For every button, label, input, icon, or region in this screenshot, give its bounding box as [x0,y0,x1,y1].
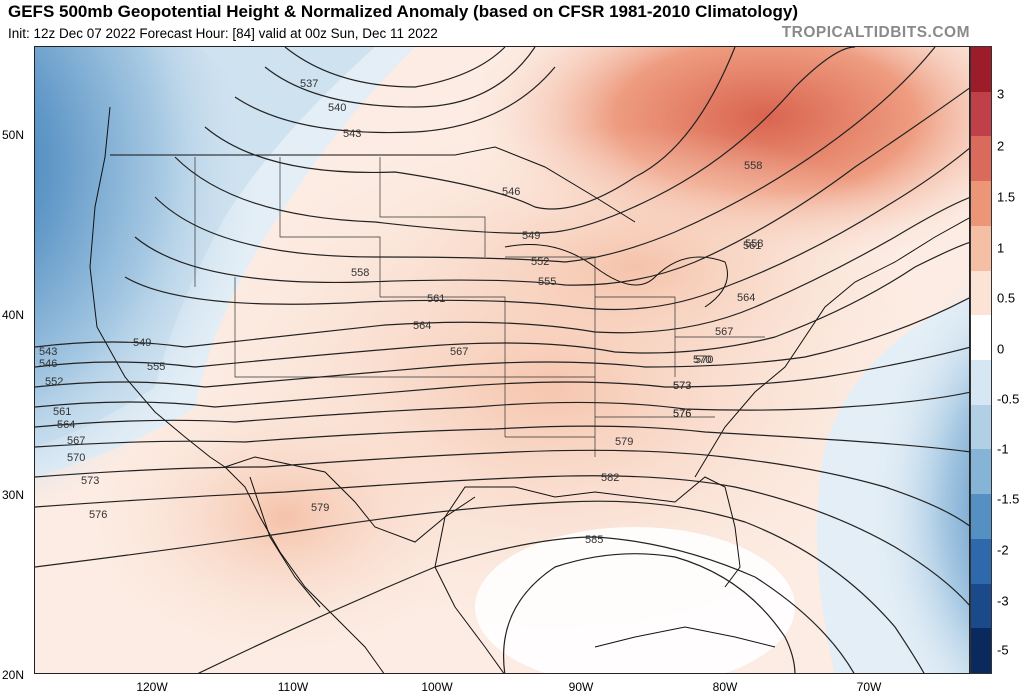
colorbar-segment [971,47,991,93]
brand-watermark: TROPICALTIDBITS.COM [781,24,970,41]
colorbar-segment [971,628,991,674]
contour-label: 585 [585,534,603,546]
contour-label: 564 [413,320,431,332]
contour-label: 579 [311,502,329,514]
lat-label-40n: 40N [2,308,25,322]
map-canvas: 537 540 543 546 549 552 555 558 561 564 … [35,47,969,673]
colorbar-segment [971,91,991,137]
contour-label: 573 [673,380,691,392]
colorbar-segment [971,181,991,227]
contour-label: 576 [673,408,691,420]
gulf-coast [444,476,741,588]
contour-label: 540 [328,102,346,114]
contour-label: 537 [300,78,318,90]
lon-label-120w: 120W [136,680,168,694]
contour-label: 579 [615,436,633,448]
chart-title: GEFS 500mb Geopotential Height & Normali… [8,2,799,21]
colorbar-segment [971,538,991,585]
baja-peninsula [249,476,321,608]
colorbar-label: 2 [997,138,1005,154]
us-mexico-border [224,456,476,543]
colorbar-label: -1 [997,441,1009,457]
lon-label-110w: 110W [277,680,309,694]
height-contours [35,47,969,673]
chart-subtitle: Init: 12z Dec 07 2022 Forecast Hour: [84… [8,26,438,41]
colorbar-label: -1.5 [997,491,1020,507]
contour-label: 561 [743,240,761,252]
contour-label: 570 [695,354,713,366]
contour-label: 570 [693,354,711,366]
lon-label-100w: 100W [421,680,453,694]
anomaly-colorbar [970,46,992,674]
contour-label: 555 [538,276,556,288]
colorbar-segment [971,449,991,495]
lon-label-90w: 90W [568,680,594,694]
contour-label: 543 [39,346,57,358]
colorbar-label: 0 [997,341,1005,357]
contour-label: 576 [673,408,691,420]
baja-mainland-coast [224,466,385,673]
colorbar-segment [971,494,991,540]
contour-label: 567 [67,435,85,447]
contour-label: 561 [53,406,71,418]
lat-label-30n: 30N [2,488,25,502]
colorbar-label: 3 [997,86,1005,102]
contour-label: 558 [351,267,369,279]
west-coastline [89,106,226,468]
contour-label: 558 [745,238,763,250]
colorbar-label: -2 [997,542,1009,558]
colorbar-label: -5 [997,642,1009,658]
contour-label: 573 [673,380,691,392]
lon-label-70w: 70W [856,680,882,694]
contour-label: 573 [81,475,99,487]
contour-label: 549 [522,230,540,242]
contour-label: 567 [450,346,468,358]
colorbar-label: 0.5 [997,290,1016,306]
colorbar-segment [971,270,991,316]
colorbar-segment [971,360,991,406]
lat-label-50n: 50N [2,128,25,142]
contour-label: 549 [133,337,151,349]
us-canada-border [110,146,636,223]
colorbar-segment [971,136,991,182]
cuba-outline [594,626,776,648]
contour-labels: 537 540 543 546 549 552 555 558 561 564 … [39,78,763,546]
colorbar-label: -0.5 [997,391,1020,407]
contour-label: 582 [601,472,619,484]
contour-label: 570 [67,452,85,464]
colorbar-label: 1 [997,240,1005,256]
colorbar-segment [971,583,991,629]
colorbar-label: 1.5 [997,189,1016,205]
contour-label: 564 [737,292,755,304]
colorbar-segment [971,404,991,450]
contour-label: 564 [57,419,75,431]
contour-label: 576 [89,509,107,521]
lat-label-20n: 20N [2,668,25,682]
contour-label: 552 [531,256,549,268]
contour-label: 555 [147,361,165,373]
contour-label: 546 [39,358,57,370]
great-lakes-outline [504,244,728,308]
contour-label: 558 [744,160,762,172]
contour-label: 567 [715,326,733,338]
contour-label: 552 [45,376,63,388]
anomaly-map: 537 540 543 546 549 552 555 558 561 564 … [34,46,970,674]
contour-label: 543 [343,128,361,140]
contour-label: 561 [427,293,445,305]
negative-anomaly-east-core [785,257,969,673]
lon-label-80w: 80W [712,680,738,694]
mexico-gulf-coast [434,516,505,673]
colorbar-segment [971,315,991,361]
colorbar-label: -3 [997,593,1009,609]
neutral-anomaly-gulf [475,527,795,673]
negative-anomaly-west-core [35,47,305,527]
contour-label: 546 [502,186,520,198]
colorbar-segment [971,225,991,272]
